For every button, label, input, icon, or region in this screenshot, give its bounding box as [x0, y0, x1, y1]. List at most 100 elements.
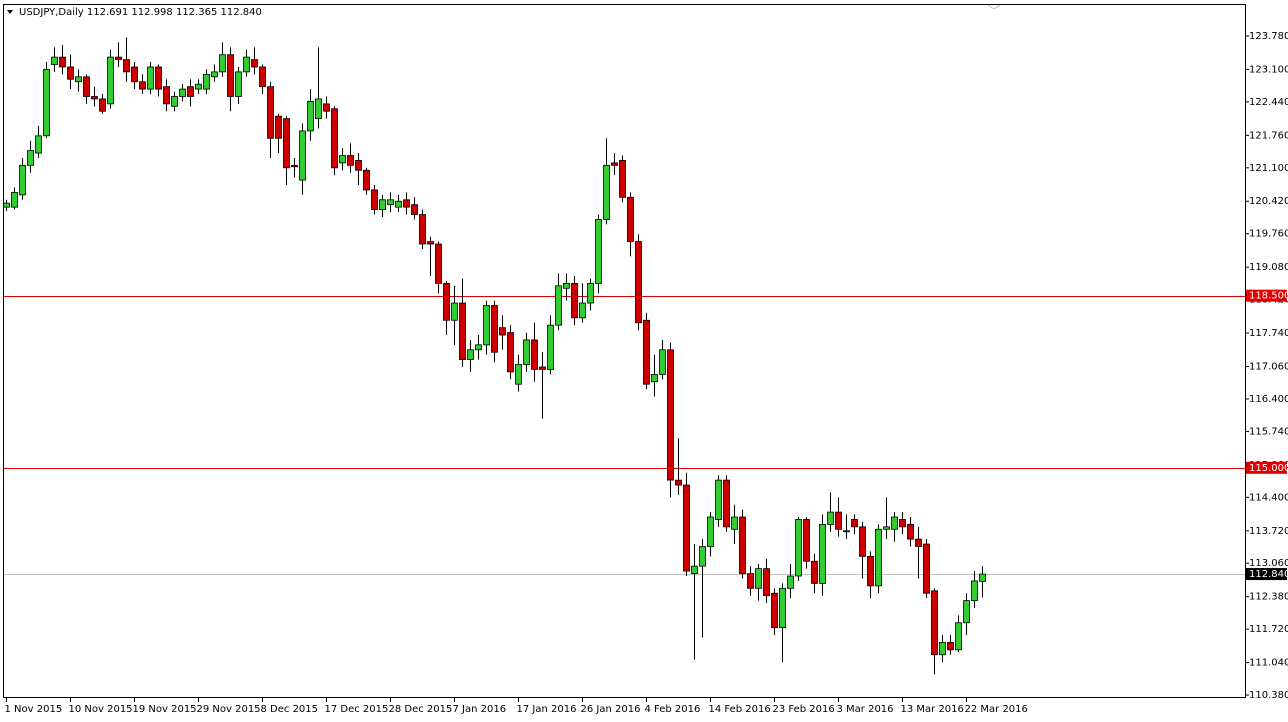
candle-body	[923, 543, 930, 594]
candle-body	[595, 219, 602, 284]
y-tick-label: 113.060	[1249, 558, 1288, 569]
candle-body	[907, 523, 914, 540]
candle-body	[451, 302, 458, 321]
candle-body	[115, 56, 122, 60]
y-tick-label: 123.780	[1249, 31, 1288, 42]
candle-body	[787, 575, 794, 589]
level-label: 118.500	[1249, 291, 1288, 302]
candle-body	[323, 103, 330, 112]
y-tick-label: 117.740	[1249, 328, 1288, 339]
candle-body	[131, 66, 138, 83]
candle-body	[283, 118, 290, 169]
y-tick-label: 119.080	[1249, 262, 1288, 273]
candle-body	[179, 88, 186, 97]
candle-body	[563, 282, 570, 289]
level-label-box	[1246, 461, 1287, 474]
candle-body	[779, 587, 786, 629]
candle-body	[859, 526, 866, 557]
candle-body	[3, 202, 10, 208]
chart-title: USDJPY,Daily 112.691 112.998 112.365 112…	[19, 7, 262, 18]
candle-body	[979, 573, 986, 582]
candle-body	[651, 373, 658, 383]
x-tick-label: 17 Dec 2015	[325, 704, 389, 715]
candle-body	[955, 622, 962, 651]
candle-body	[443, 282, 450, 321]
menu-arrow[interactable]	[7, 10, 13, 14]
candle-body	[603, 164, 610, 220]
candle-body	[67, 66, 74, 80]
candle-body	[763, 568, 770, 597]
candle-body	[91, 96, 98, 100]
candle-body	[275, 115, 282, 139]
candle-body	[267, 86, 274, 139]
candle-body	[699, 546, 706, 567]
candle-body	[11, 191, 18, 208]
y-tick-label: 121.760	[1249, 130, 1288, 141]
y-tick-label: 111.040	[1249, 658, 1288, 669]
candle-body	[35, 135, 42, 154]
candle-body	[19, 164, 26, 196]
candle-body	[771, 592, 778, 629]
candle-body	[515, 364, 522, 385]
candle-body	[171, 96, 178, 107]
candle-body	[803, 519, 810, 562]
candle-body	[27, 150, 34, 166]
y-tick-label: 114.400	[1249, 492, 1288, 503]
x-tick-label: 13 Mar 2016	[901, 704, 964, 715]
y-tick-label: 113.720	[1249, 526, 1288, 537]
candle-body	[523, 339, 530, 365]
candle-body	[827, 511, 834, 525]
candle-body	[939, 642, 946, 656]
candle-body	[819, 523, 826, 584]
y-tick-label: 110.380	[1249, 690, 1288, 701]
candle-body	[731, 516, 738, 530]
y-tick-label: 117.060	[1249, 362, 1288, 373]
candle-body	[51, 56, 58, 65]
candle-body	[475, 344, 482, 351]
candle-body	[251, 59, 258, 68]
x-tick-label: 17 Jan 2016	[517, 704, 577, 715]
candle-body	[99, 98, 106, 112]
x-tick-label: 23 Feb 2016	[773, 704, 835, 715]
candle-body	[851, 519, 858, 528]
candle-body	[627, 196, 634, 242]
level-label-box	[1246, 568, 1287, 581]
candle-body	[435, 243, 442, 284]
candle-body	[371, 189, 378, 211]
candle-body	[355, 160, 362, 171]
candle-body	[643, 319, 650, 385]
candle-body	[379, 199, 386, 211]
plot-frame	[3, 4, 1246, 698]
candle-body	[363, 169, 370, 191]
y-tick-label: 123.100	[1249, 64, 1288, 75]
candle-body	[715, 479, 722, 520]
candle-body	[211, 71, 218, 78]
x-tick-label: 22 Mar 2016	[965, 704, 1028, 715]
candle-body	[123, 59, 130, 73]
y-tick-label: 119.760	[1249, 229, 1288, 240]
level-label: 112.840	[1249, 569, 1288, 580]
candle-body	[347, 155, 354, 166]
candle-body	[683, 484, 690, 572]
candle-body	[587, 282, 594, 304]
candle-body	[147, 66, 154, 90]
candle-body	[723, 479, 730, 528]
y-tick-label: 115.740	[1249, 426, 1288, 437]
candle-body	[507, 332, 514, 373]
candle-body	[931, 590, 938, 656]
candle-body	[811, 560, 818, 584]
candle-body	[75, 76, 82, 83]
candle-body	[83, 76, 90, 97]
x-tick-label: 19 Nov 2015	[133, 704, 197, 715]
candle-body	[971, 580, 978, 602]
candle-body	[163, 86, 170, 105]
candle-body	[659, 349, 666, 375]
candle-body	[331, 108, 338, 169]
candle-body	[467, 349, 474, 361]
candle-body	[459, 302, 466, 361]
candle-body	[875, 528, 882, 587]
x-tick-label: 8 Dec 2015	[261, 704, 319, 715]
candle-body	[259, 66, 266, 88]
candle-body	[43, 69, 50, 137]
